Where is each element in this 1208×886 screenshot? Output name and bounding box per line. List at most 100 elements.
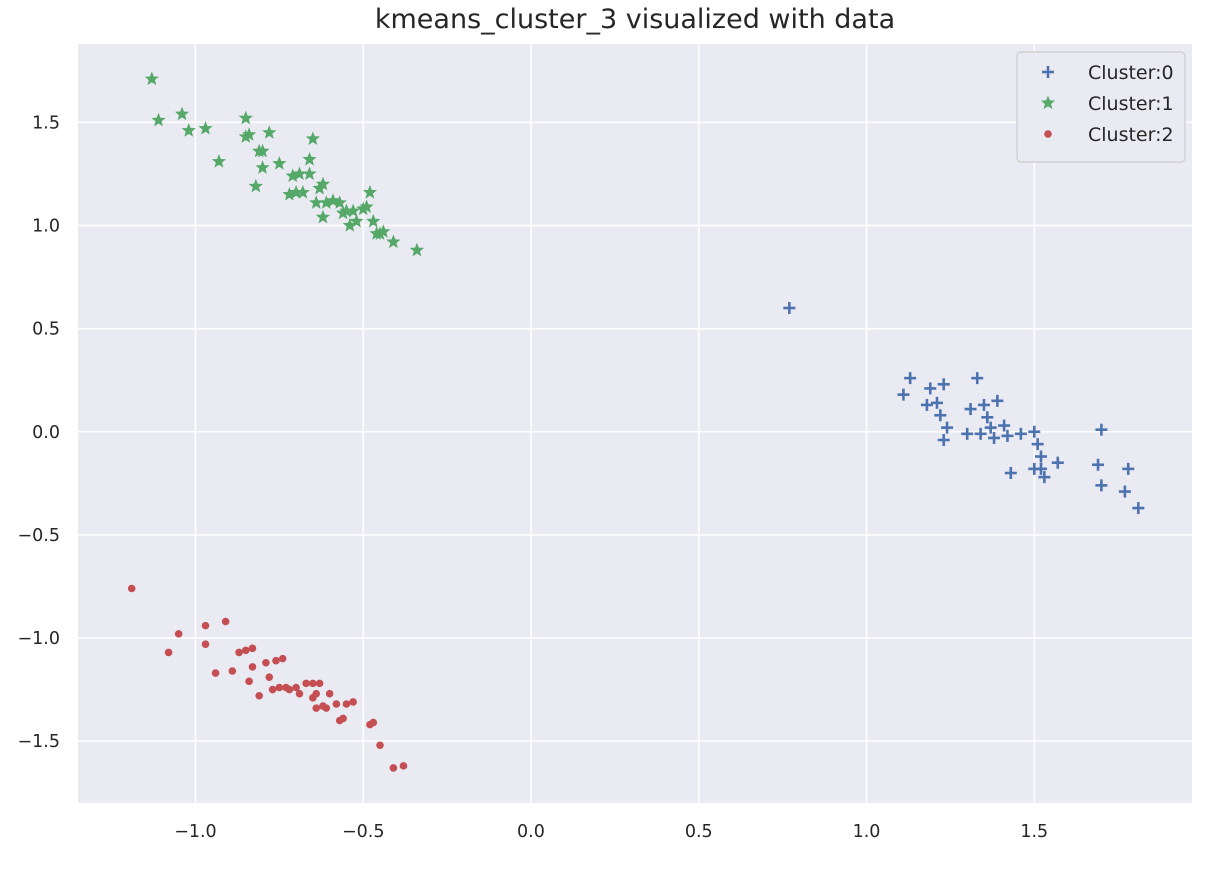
- data-point: [302, 679, 310, 688]
- legend-box: [1016, 51, 1186, 163]
- data-point: [238, 110, 253, 125]
- data-point: [1132, 502, 1145, 515]
- data-point: [346, 203, 361, 218]
- legend-label: Cluster:0: [1088, 62, 1174, 84]
- x-tick-label: 0.5: [685, 822, 713, 842]
- legend-item: Cluster:0: [1042, 62, 1174, 84]
- data-point: [295, 185, 310, 199]
- legend-label: Cluster:1: [1088, 93, 1174, 115]
- data-point: [288, 185, 304, 199]
- data-point: [971, 372, 984, 385]
- x-tick-label: −1.0: [174, 822, 217, 842]
- data-point: [201, 640, 210, 648]
- data-point: [332, 700, 341, 708]
- data-point: [335, 205, 351, 220]
- y-tick-label: 0.0: [32, 423, 60, 443]
- data-point: [151, 112, 166, 127]
- data-point: [1095, 423, 1108, 436]
- data-point: [144, 71, 159, 86]
- data-point: [241, 646, 250, 655]
- data-point: [248, 663, 257, 671]
- data-point: [409, 242, 425, 257]
- data-points: [127, 71, 1145, 772]
- data-point: [1051, 456, 1064, 469]
- data-point: [964, 403, 977, 416]
- data-point: [198, 121, 213, 135]
- data-point: [998, 419, 1011, 432]
- data-point: [315, 679, 324, 688]
- data-point: [356, 201, 371, 216]
- x-tick-label: 1.5: [1020, 822, 1048, 842]
- y-tick-label: 0.5: [32, 320, 60, 340]
- data-point: [228, 667, 237, 675]
- data-point: [265, 673, 274, 681]
- legend-marker: [1044, 130, 1052, 138]
- data-point: [984, 421, 997, 434]
- x-tick-label: 1.0: [853, 822, 881, 842]
- data-point: [312, 689, 321, 698]
- data-point: [1122, 462, 1135, 475]
- data-point: [1001, 429, 1014, 442]
- data-point: [302, 152, 317, 166]
- data-point: [201, 621, 210, 630]
- data-point: [376, 741, 384, 750]
- data-point: [309, 679, 317, 688]
- data-point: [974, 427, 987, 440]
- data-point: [389, 764, 398, 772]
- data-point: [295, 689, 304, 698]
- data-point: [255, 160, 270, 174]
- data-point: [366, 213, 381, 228]
- data-point: [920, 398, 933, 411]
- data-point: [1038, 471, 1051, 484]
- data-point: [235, 648, 243, 657]
- data-point: [934, 409, 947, 422]
- x-tick-label: 0.0: [517, 822, 545, 842]
- data-point: [1031, 438, 1044, 451]
- data-point: [127, 584, 136, 593]
- data-point: [285, 685, 294, 694]
- data-point: [238, 129, 253, 143]
- data-point: [211, 669, 220, 677]
- data-point: [164, 648, 173, 657]
- series-cluster-0: [783, 302, 1145, 515]
- data-point: [255, 691, 263, 700]
- data-point: [930, 396, 943, 409]
- legend-marker: [1040, 95, 1056, 110]
- data-point: [897, 388, 910, 401]
- data-point: [783, 302, 796, 314]
- data-point: [991, 394, 1004, 407]
- legend-label: Cluster:2: [1088, 124, 1174, 146]
- data-point: [988, 431, 1001, 444]
- data-point: [282, 187, 297, 201]
- y-tick-label: 1.5: [32, 113, 60, 133]
- data-point: [221, 617, 230, 626]
- data-point: [255, 143, 270, 158]
- data-point: [315, 209, 331, 224]
- data-point: [342, 218, 357, 232]
- data-point: [285, 168, 300, 183]
- data-point: [1035, 450, 1048, 463]
- data-point: [924, 382, 937, 395]
- data-point: [248, 644, 257, 653]
- chart-title: kmeans_cluster_3 visualized with data: [375, 4, 895, 35]
- data-point: [981, 411, 994, 424]
- data-point: [1035, 462, 1048, 475]
- data-point: [349, 698, 357, 706]
- data-point: [325, 689, 334, 698]
- data-point: [937, 378, 950, 391]
- series-cluster-2: [127, 584, 408, 772]
- data-point: [245, 677, 253, 686]
- data-point: [1092, 458, 1105, 471]
- data-point: [262, 125, 277, 139]
- data-point: [961, 427, 974, 440]
- data-point: [1118, 485, 1131, 498]
- data-point: [386, 234, 401, 249]
- data-point: [174, 630, 183, 638]
- data-point: [941, 421, 954, 434]
- series-cluster-1: [144, 71, 425, 257]
- data-point: [376, 224, 391, 238]
- data-point: [1095, 479, 1108, 492]
- data-point: [372, 226, 388, 240]
- data-point: [369, 718, 378, 727]
